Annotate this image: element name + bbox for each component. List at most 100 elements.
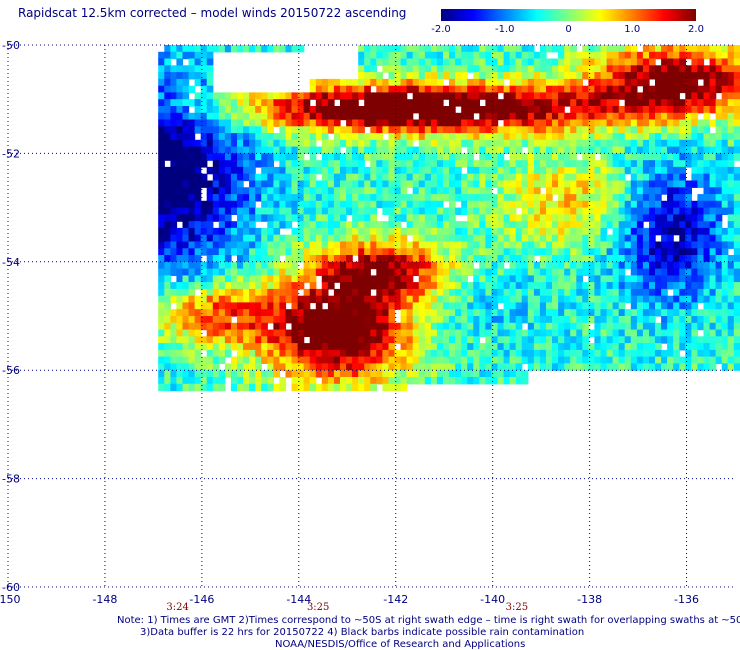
wind-cell	[697, 45, 705, 53]
wind-cell	[600, 241, 608, 249]
wind-cell	[721, 234, 729, 243]
wind-cell	[685, 106, 692, 114]
wind-cell	[249, 275, 256, 283]
wind-cell	[309, 119, 317, 127]
wind-cell	[249, 302, 256, 310]
wind-cell	[340, 343, 347, 351]
wind-cell	[194, 221, 202, 229]
wind-cell	[727, 133, 735, 141]
wind-cell	[600, 302, 608, 310]
wind-cell	[521, 99, 529, 107]
wind-cell	[679, 126, 686, 134]
wind-cell	[479, 255, 486, 263]
wind-cell	[382, 85, 390, 94]
wind-cell	[303, 173, 311, 182]
wind-cell	[630, 106, 638, 114]
wind-cell	[715, 146, 723, 154]
wind-cell	[606, 282, 614, 290]
wind-cell	[649, 302, 656, 310]
wind-cell	[309, 295, 317, 304]
wind-cell	[370, 106, 377, 114]
wind-cell	[400, 295, 408, 304]
wind-cell	[200, 227, 208, 236]
wind-cell	[552, 207, 559, 215]
wind-cell	[285, 214, 293, 222]
wind-cell	[636, 309, 644, 317]
wind-cell	[685, 214, 692, 222]
wind-cell	[267, 248, 274, 256]
wind-cell	[570, 275, 577, 283]
wind-cell	[661, 214, 668, 222]
wind-cell	[455, 58, 462, 66]
wind-cell	[546, 133, 553, 141]
wind-cell	[273, 248, 281, 256]
wind-cell	[473, 58, 480, 66]
wind-cell	[212, 119, 220, 127]
wind-cell	[703, 255, 711, 263]
wind-cell	[388, 234, 396, 243]
wind-cell	[612, 329, 620, 337]
wind-cell	[291, 288, 299, 297]
wind-cell	[164, 370, 171, 378]
wind-cell	[376, 51, 383, 60]
wind-cell	[376, 302, 383, 310]
wind-cell	[655, 261, 662, 270]
wind-cell	[364, 173, 371, 182]
wind-cell	[158, 356, 165, 364]
wind-cell	[467, 227, 474, 236]
wind-cell	[636, 187, 644, 195]
wind-cell	[449, 78, 456, 87]
wind-cell	[327, 282, 335, 290]
wind-cell	[521, 282, 529, 290]
wind-cell	[649, 349, 656, 358]
wind-cell	[558, 288, 565, 297]
wind-cell	[606, 126, 614, 134]
wind-cell	[412, 295, 420, 304]
wind-cell	[370, 302, 377, 310]
wind-cell	[455, 119, 462, 127]
wind-cell	[164, 214, 171, 222]
wind-cell	[606, 99, 614, 107]
wind-cell	[303, 207, 311, 215]
wind-cell	[679, 329, 686, 337]
wind-cell	[291, 126, 299, 134]
wind-cell	[243, 377, 250, 385]
wind-cell	[673, 363, 680, 371]
wind-cell	[667, 295, 674, 304]
wind-cell	[327, 343, 335, 351]
wind-cell	[503, 207, 511, 215]
wind-cell	[727, 282, 735, 290]
wind-cell	[661, 180, 668, 188]
wind-cell	[655, 248, 662, 256]
wind-cell	[527, 194, 535, 202]
wind-cell	[527, 241, 535, 249]
wind-cell	[727, 356, 735, 364]
wind-cell	[291, 166, 299, 175]
wind-cell	[340, 356, 347, 364]
wind-cell	[485, 268, 493, 276]
wind-cell	[503, 234, 511, 243]
wind-cell	[449, 221, 456, 229]
wind-cell	[406, 336, 414, 344]
wind-cell	[642, 329, 650, 337]
wind-cell	[479, 329, 486, 337]
wind-cell	[158, 194, 165, 202]
wind-cell	[188, 288, 196, 297]
wind-cell	[346, 187, 353, 195]
wind-cell	[358, 261, 365, 270]
wind-cell	[267, 214, 274, 222]
wind-cell	[618, 133, 626, 141]
wind-cell	[642, 126, 650, 134]
wind-cell	[570, 302, 577, 310]
wind-cell	[473, 349, 480, 358]
wind-cell	[449, 275, 456, 283]
wind-cell	[479, 207, 486, 215]
wind-cell	[424, 119, 432, 127]
wind-cell	[539, 356, 547, 364]
wind-cell	[570, 295, 577, 304]
wind-cell	[515, 51, 523, 60]
wind-cell	[273, 322, 281, 331]
wind-cell	[358, 248, 365, 256]
wind-cell	[243, 248, 250, 256]
wind-cell	[588, 275, 596, 283]
